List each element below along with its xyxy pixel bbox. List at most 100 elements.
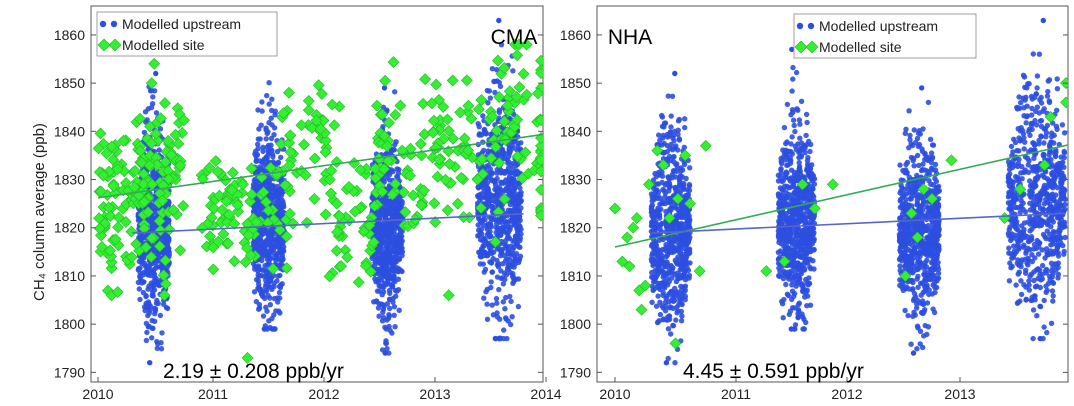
upstream-point: [682, 274, 688, 280]
upstream-point: [260, 144, 266, 150]
upstream-point: [503, 257, 509, 264]
upstream-point: [383, 150, 390, 157]
upstream-point: [800, 213, 806, 220]
upstream-point: [476, 132, 482, 138]
site-point: [257, 186, 270, 199]
upstream-point: [809, 178, 815, 184]
upstream-point: [489, 302, 495, 308]
upstream-point: [391, 147, 397, 153]
upstream-point: [385, 315, 392, 322]
site-point: [142, 206, 155, 219]
upstream-point: [789, 46, 795, 53]
upstream-point: [137, 265, 143, 271]
upstream-point: [670, 305, 676, 311]
site-point: [486, 110, 499, 123]
upstream-point: [137, 296, 143, 303]
site-point: [250, 216, 263, 229]
upstream-point: [385, 237, 391, 243]
upstream-point: [806, 138, 812, 145]
upstream-point: [475, 222, 481, 228]
upstream-point: [801, 205, 807, 211]
site-point: [371, 99, 383, 112]
upstream-point: [660, 132, 666, 139]
site-point: [284, 146, 297, 159]
legend-box: [96, 11, 278, 57]
upstream-point: [515, 276, 522, 282]
upstream-point: [675, 275, 681, 282]
upstream-point: [498, 268, 504, 274]
site-point: [144, 120, 156, 133]
site-point: [208, 202, 221, 215]
upstream-point: [674, 290, 680, 296]
site-point: [404, 142, 417, 155]
upstream-point: [494, 167, 500, 173]
upstream-point: [480, 243, 486, 249]
upstream-point: [512, 233, 519, 239]
upstream-point: [800, 289, 807, 295]
site-point: [169, 128, 182, 141]
upstream-point: [804, 119, 810, 126]
upstream-point: [654, 187, 660, 193]
site-point: [535, 154, 543, 167]
upstream-point: [678, 165, 684, 171]
upstream-point: [479, 217, 485, 224]
site-point: [354, 164, 367, 176]
upstream-point: [684, 248, 690, 254]
site-point: [298, 138, 310, 151]
upstream-point: [272, 112, 278, 118]
upstream-point: [253, 148, 259, 155]
upstream-point: [275, 159, 282, 165]
site-point: [213, 189, 226, 202]
upstream-point: [655, 263, 661, 269]
site-point: [520, 88, 533, 101]
upstream-point: [266, 80, 272, 86]
upstream-point: [255, 107, 261, 113]
upstream-point: [795, 107, 801, 113]
site-point: [109, 233, 122, 246]
upstream-point: [259, 257, 265, 264]
upstream-point: [383, 213, 389, 220]
site-point: [156, 194, 169, 207]
upstream-point: [266, 318, 272, 324]
upstream-point: [805, 226, 811, 232]
site-point: [442, 289, 455, 302]
site-point: [96, 240, 108, 253]
site-point: [237, 178, 249, 191]
upstream-point: [512, 171, 518, 177]
upstream-point: [381, 251, 387, 258]
upstream-point: [797, 175, 803, 181]
upstream-point: [256, 281, 262, 287]
legend-site-marker: [108, 38, 122, 52]
upstream-point: [779, 192, 785, 198]
upstream-point: [515, 303, 522, 310]
upstream-point: [147, 360, 153, 366]
upstream-point: [507, 227, 513, 233]
upstream-point: [268, 135, 275, 142]
upstream-point: [387, 246, 393, 253]
upstream-point: [487, 259, 493, 265]
upstream-point: [152, 306, 159, 312]
site-point: [211, 165, 224, 178]
upstream-point: [649, 198, 655, 204]
upstream-point: [682, 124, 688, 131]
upstream-point: [810, 258, 816, 264]
upstream-point: [790, 213, 796, 219]
site-point: [167, 203, 180, 216]
upstream-point: [150, 94, 156, 100]
upstream-point: [677, 211, 683, 217]
site-point: [148, 57, 161, 70]
upstream-point: [795, 280, 801, 286]
upstream-point: [263, 281, 269, 288]
upstream-point: [384, 208, 391, 214]
upstream-point: [149, 101, 156, 107]
plot-area: [609, 17, 1068, 366]
upstream-point: [809, 241, 815, 247]
upstream-point: [682, 283, 689, 289]
site-point: [112, 211, 125, 224]
upstream-point: [510, 275, 517, 282]
site-point: [267, 262, 279, 275]
upstream-point: [165, 202, 172, 208]
upstream-point: [275, 244, 281, 250]
upstream-point: [792, 273, 798, 279]
